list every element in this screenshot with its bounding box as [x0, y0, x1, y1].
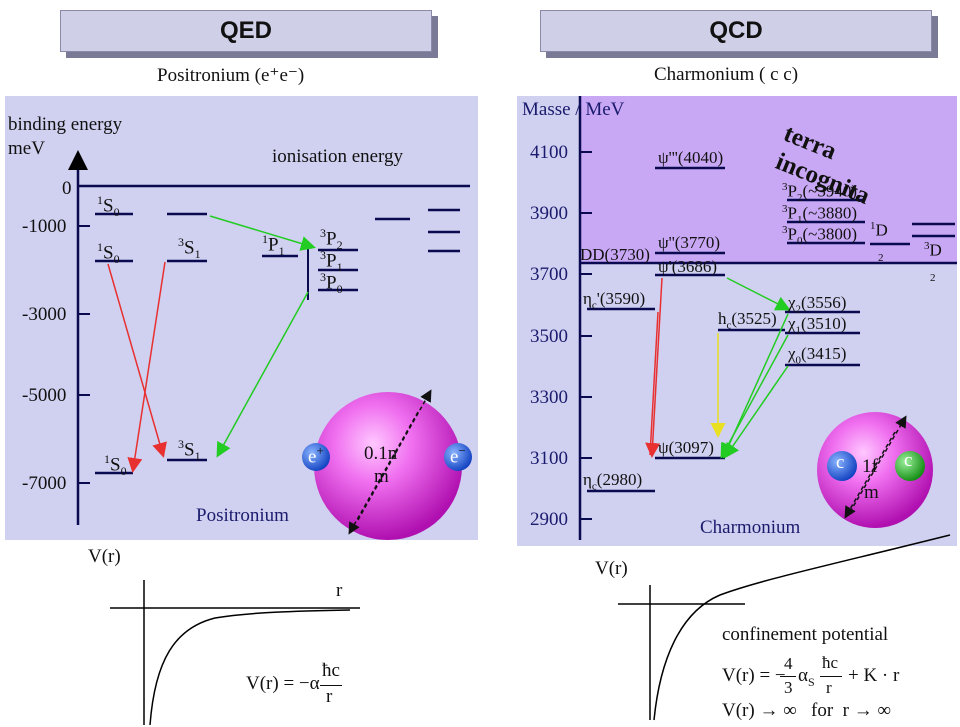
charm-label: c [836, 452, 845, 473]
state-1s0-lower: 1S0 [97, 240, 120, 267]
psi-3686-label: ψ'(3686) [658, 257, 718, 276]
p2-3940-label: 3P2(~3940) [782, 181, 857, 205]
green-arrow-qcd-4 [724, 365, 789, 459]
qed-tick-5000: -5000 [22, 385, 67, 406]
anticharm-label: c [904, 450, 913, 471]
p0-3800-label: 3P0(~3800) [782, 224, 857, 248]
qed-formula-den: r [326, 686, 333, 707]
hc-label: hc(3525) [718, 309, 777, 332]
state-3p2: 3P2 [320, 226, 343, 253]
psi-3097-label: ψ(3097) [658, 438, 714, 457]
positronium-size: 0.1n [364, 443, 398, 464]
chi0-label: χ0(3415) [788, 344, 847, 367]
red-arrow-qcd-1 [645, 277, 663, 458]
green-arrow-1 [209, 215, 316, 251]
qed-ylabel-1: binding energy [8, 114, 123, 135]
charm-ball [827, 451, 857, 481]
charmonium-title: Charmonium ( c c) [654, 64, 799, 85]
qcd-hbar-bar [820, 676, 842, 677]
qcd-frac-num: 4 [784, 654, 793, 673]
charmonium-size-unit: m [864, 482, 879, 503]
etac-2980-label: ηc(2980) [583, 470, 643, 493]
d3-sub: 2 [930, 272, 936, 284]
confinement-label: confinement potential [722, 624, 889, 645]
positronium-size-unit: m [374, 466, 389, 487]
terra-incognita-region [580, 96, 957, 263]
positronium-title: Positronium (e⁺e⁻) [157, 65, 305, 86]
state-1s0-ground: 1S0 [104, 452, 127, 479]
qed-tick-1000: -1000 [22, 216, 67, 237]
green-arrow-qcd-1 [726, 277, 791, 311]
state-1p1: 1P1 [262, 232, 285, 259]
qed-ylabel-2: meV [8, 138, 45, 159]
qcd-tick-2900: 2900 [530, 509, 568, 530]
qed-header: QED [60, 10, 432, 52]
qcd-frac-bar [780, 676, 796, 677]
charmonium-sphere [817, 412, 933, 528]
electron-label: e− [450, 443, 466, 468]
chi1-label: χ1(3510) [788, 314, 847, 337]
qcd-tick-3500: 3500 [530, 326, 568, 347]
qcd-formula-lhs: V(r) = − [722, 665, 786, 686]
charmonium-caption: Charmonium [700, 517, 801, 538]
qed-potential-curve [149, 609, 351, 726]
state-3s1: 3S1 [178, 235, 201, 262]
qcd-limit: V(r) → ∞ for r → ∞ [722, 700, 892, 721]
qcd-hbar-den: r [826, 678, 832, 697]
charmonium-size: 1f [862, 456, 878, 477]
qcd-header: QCD [540, 10, 932, 52]
qcd-tick-3900: 3900 [530, 203, 568, 224]
qcd-tick-3700: 3700 [530, 264, 568, 285]
red-arrow-qcd-2 [649, 311, 659, 456]
qed-formula-bar [320, 685, 342, 686]
qcd-tick-4100: 4100 [530, 142, 568, 163]
state-1s0-upper: 1S0 [97, 193, 120, 220]
anticharm-ball [895, 451, 925, 481]
qcd-formula-tail: + K · r [848, 665, 900, 686]
qed-formula-num: ħc [322, 660, 340, 681]
qcd-frac-den: 3 [784, 678, 793, 697]
d1-label: 1D [870, 220, 888, 240]
psi-4040-label: ψ'''(4040) [658, 148, 724, 167]
qcd-alpha: αS [798, 665, 815, 689]
qcd-tick-3100: 3100 [530, 448, 568, 469]
qed-tick-3000: -3000 [22, 304, 67, 325]
red-arrow-1 [107, 263, 167, 458]
electron-ball [444, 443, 472, 471]
qed-formula-lhs: V(r) = −α [246, 673, 320, 694]
qcd-tick-3300: 3300 [530, 387, 568, 408]
positron-label: e+ [308, 443, 324, 468]
dd-3730-label: DD(3730) [580, 245, 650, 264]
positronium-sphere [314, 392, 462, 540]
qcd-ylabel: Masse / MeV [522, 99, 625, 120]
positronium-caption: Positronium [196, 505, 289, 526]
d1-sub: 2 [878, 252, 884, 264]
psi-3770-label: ψ''(3770) [658, 233, 721, 252]
qed-ionisation-label: ionisation energy [272, 146, 404, 167]
state-3p0: 3P0 [320, 270, 343, 297]
green-arrow-qcd-3 [720, 334, 789, 459]
qed-tick-7000: -7000 [22, 473, 67, 494]
state-3p1: 3P1 [320, 248, 343, 275]
chi2-label: χ2(3556) [788, 293, 847, 316]
qed-vr-label: V(r) [88, 546, 121, 567]
qcd-potential-curve [653, 534, 951, 721]
qed-tick-0: 0 [62, 178, 72, 199]
qed-r-label: r [336, 580, 343, 601]
p1-3880-label: 3P1(~3880) [782, 203, 857, 227]
positron-ball [302, 443, 330, 471]
qcd-hbar-num: ħc [822, 653, 839, 672]
state-3s1-ground: 3S1 [178, 437, 201, 464]
etac-3590-label: ηc'(3590) [583, 289, 646, 312]
red-arrow-2 [127, 261, 166, 473]
d3-label: 3D [924, 240, 942, 260]
green-arrow-2 [216, 291, 309, 458]
qcd-vr-label: V(r) [595, 558, 628, 579]
